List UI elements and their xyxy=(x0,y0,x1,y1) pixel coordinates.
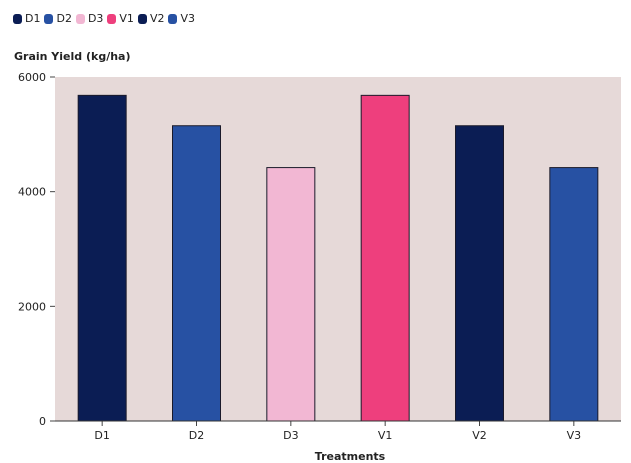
x-tick-label: D2 xyxy=(189,429,204,442)
legend: D1 D2 D3 V1 V2 V3 xyxy=(13,12,199,25)
legend-swatch xyxy=(75,13,85,24)
bar-v1 xyxy=(360,94,410,422)
legend-swatch xyxy=(13,13,22,24)
legend-swatch xyxy=(137,13,147,24)
y-tick-label: 6000 xyxy=(18,71,46,84)
y-tick-label: 0 xyxy=(39,415,46,428)
legend-item-d1[interactable]: D1 xyxy=(13,12,40,25)
legend-label: V1 xyxy=(119,12,134,25)
legend-label: D2 xyxy=(56,12,72,25)
bar-d1 xyxy=(77,94,127,422)
legend-item-v2[interactable]: V2 xyxy=(137,12,165,25)
legend-item-d2[interactable]: D2 xyxy=(44,12,72,25)
y-tick-label: 4000 xyxy=(18,186,46,199)
legend-swatch xyxy=(44,13,54,24)
bar-d3 xyxy=(266,167,316,422)
x-axis-title: Treatments xyxy=(314,450,386,463)
y-tick-label: 2000 xyxy=(18,300,46,313)
legend-swatch xyxy=(107,13,117,24)
bar-v3 xyxy=(549,167,599,422)
x-tick-label: D3 xyxy=(283,429,298,442)
legend-label: D1 xyxy=(25,12,41,25)
x-tick-label: D1 xyxy=(94,429,109,442)
bar-v2 xyxy=(455,125,504,422)
legend-item-v1[interactable]: V1 xyxy=(107,12,134,25)
plot-background xyxy=(55,77,621,421)
legend-item-v3[interactable]: V3 xyxy=(168,12,195,25)
legend-label: V2 xyxy=(149,12,165,25)
x-tick-label: V2 xyxy=(472,429,487,442)
legend-label: V3 xyxy=(180,12,195,25)
legend-label: D3 xyxy=(87,12,104,25)
x-tick-label: V1 xyxy=(378,429,393,442)
legend-swatch xyxy=(168,13,178,24)
y-axis-title: Grain Yield (kg/ha) xyxy=(14,50,131,63)
legend-item-d3[interactable]: D3 xyxy=(75,12,104,25)
bar-d2 xyxy=(172,125,221,422)
x-tick-label: V3 xyxy=(567,429,582,442)
